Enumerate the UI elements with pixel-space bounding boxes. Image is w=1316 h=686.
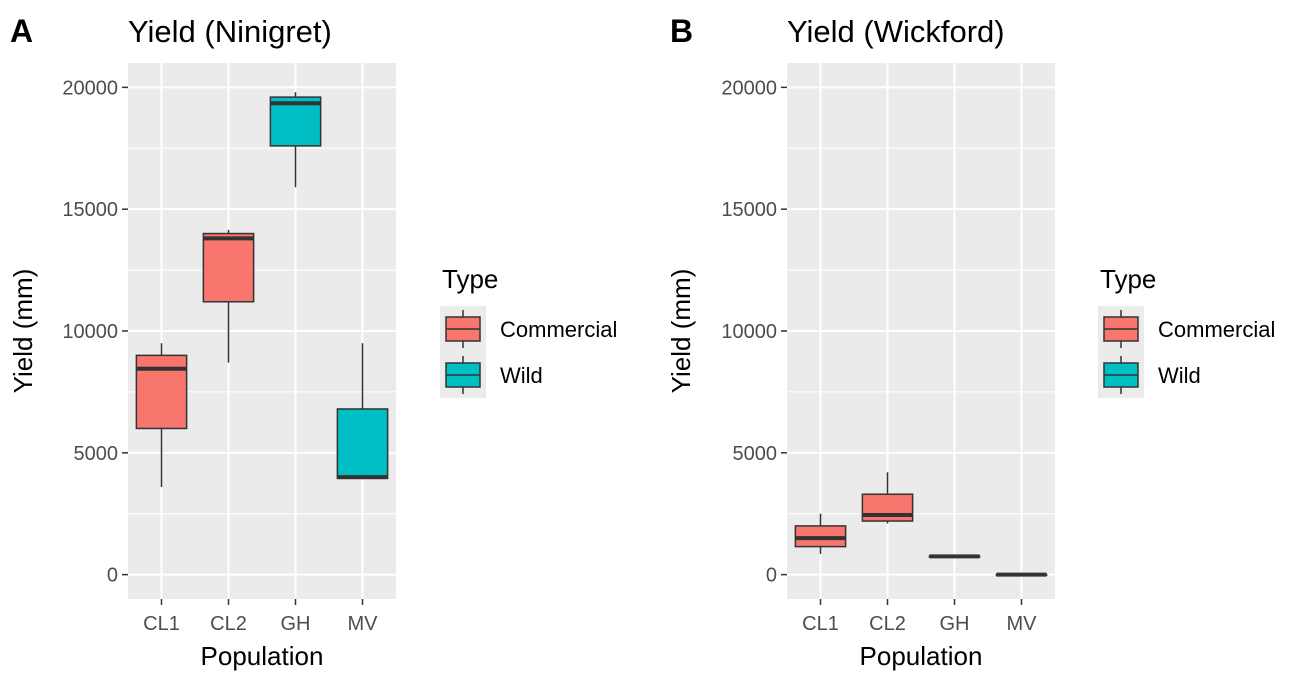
x-tick-label: GH — [281, 613, 311, 635]
box-gh — [928, 554, 981, 559]
box-cl1 — [135, 343, 188, 487]
legend-item-wild: Wild — [1098, 352, 1201, 398]
legend-item-commercial: Commercial — [440, 306, 617, 352]
box-cl1 — [794, 513, 847, 554]
x-tick-label: MV — [1007, 613, 1038, 635]
x-axis-label: Population — [860, 641, 983, 671]
iqr-box — [135, 354, 188, 430]
box-gh — [269, 92, 322, 188]
legend-label: Wild — [500, 363, 543, 388]
iqr-box — [861, 493, 914, 522]
legend-item-commercial: Commercial — [1098, 306, 1275, 352]
x-tick-label: GH — [940, 613, 970, 635]
y-tick-label: 20000 — [721, 77, 777, 99]
x-tick-label: CL2 — [869, 613, 906, 635]
legend-item-wild: Wild — [440, 352, 543, 398]
chart-title: Yield (Wickford) — [787, 14, 1005, 49]
legend-label: Wild — [1158, 363, 1201, 388]
legend-label: Commercial — [500, 317, 617, 342]
y-tick-label: 0 — [107, 565, 118, 587]
y-tick-label: 15000 — [721, 199, 777, 221]
x-axis-label: Population — [201, 641, 324, 671]
box-mv — [995, 572, 1048, 577]
legend-label: Commercial — [1158, 317, 1275, 342]
y-tick-label: 15000 — [62, 199, 118, 221]
y-tick-label: 5000 — [733, 443, 778, 465]
iqr-box — [269, 96, 322, 147]
x-tick-label: CL1 — [802, 613, 839, 635]
chart-panel-b: B Yield (Wickford) 0 5000 10000 15000 20000 CL1… — [666, 13, 1275, 671]
y-tick-label: 20000 — [62, 77, 118, 99]
y-tick-label: 10000 — [62, 321, 118, 343]
x-tick-label: CL1 — [143, 613, 180, 635]
legend-title: Type — [442, 264, 498, 294]
panel-tag: B — [670, 13, 693, 49]
y-axis-label: Yield (mm) — [8, 269, 38, 394]
box-cl2 — [861, 472, 914, 524]
chart-panel-a: A Yield (Ninigret) 0 5000 10000 15000 20000 CL1… — [8, 13, 617, 671]
y-tick-label: 0 — [766, 565, 777, 587]
x-tick-label: CL2 — [210, 613, 247, 635]
panel-tag: A — [10, 13, 33, 49]
iqr-box — [202, 232, 255, 303]
y-axis-label: Yield (mm) — [666, 269, 696, 394]
box-cl2 — [202, 229, 255, 363]
legend-title: Type — [1100, 264, 1156, 294]
chart-title: Yield (Ninigret) — [128, 14, 332, 49]
iqr-box — [336, 408, 389, 480]
box-mv — [336, 343, 389, 480]
y-tick-label: 5000 — [74, 443, 119, 465]
y-tick-label: 10000 — [721, 321, 777, 343]
x-tick-label: MV — [348, 613, 379, 635]
